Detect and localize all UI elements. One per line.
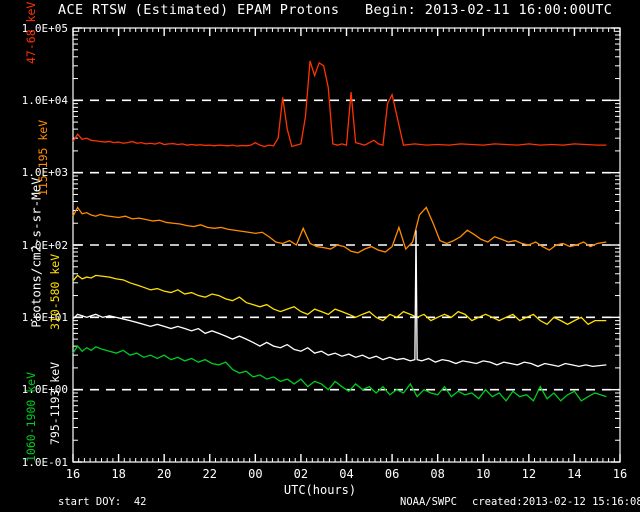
y-tick-label: 1.0E+04	[21, 93, 68, 107]
legend-entry-4: 795-1193 keV	[48, 361, 62, 445]
y-tick-label: 1.0E+01	[21, 310, 68, 324]
legend-entry-3: 310-580 keV	[48, 253, 62, 330]
created-timestamp: created:2013-02-12 15:16:08UTC	[472, 496, 640, 508]
agency-label: NOAA/SWPC	[400, 496, 457, 508]
x-tick-label: 04	[339, 467, 354, 481]
x-tick-label: 08	[430, 467, 445, 481]
x-tick-label: 12	[521, 467, 537, 481]
x-tick-label: 20	[156, 467, 172, 481]
x-axis-label: UTC(hours)	[283, 483, 357, 497]
series-line-2	[72, 206, 607, 254]
y-tick-label: 1.0E+03	[21, 166, 68, 180]
y-tick-label: 1.0E+05	[21, 21, 68, 35]
y-tick-label: 1.0E+00	[21, 383, 68, 397]
x-tick-label: 16	[65, 467, 81, 481]
legend-entry-2: 115-195 keV	[36, 119, 50, 196]
series-line-4	[72, 230, 607, 368]
page-title: ACE RTSW (Estimated) EPAM Protons	[58, 2, 340, 18]
x-tick-label: 10	[476, 467, 491, 481]
y-tick-label: 1.0E-01	[21, 455, 68, 469]
x-tick-label: 06	[384, 467, 400, 481]
x-tick-label: 00	[248, 467, 263, 481]
x-tick-label: 02	[293, 467, 309, 481]
begin-time-label: Begin: 2013-02-11 16:00:00UTC	[365, 2, 613, 18]
x-tick-label: 22	[202, 467, 217, 481]
series-line-1	[72, 60, 607, 148]
x-tick-label: 14	[567, 467, 582, 481]
legend-entry-1: 47-68 keV	[24, 1, 38, 64]
x-tick-label: 18	[111, 467, 126, 481]
y-tick-label: 1.0E+02	[21, 238, 68, 252]
start-doy-label: start DOY: 42	[58, 496, 147, 508]
legend-entry-5: 1060-1900 keV	[24, 371, 38, 462]
series-line-3	[72, 274, 607, 326]
x-tick-label: 16	[612, 467, 628, 481]
series-line-5	[72, 345, 607, 402]
